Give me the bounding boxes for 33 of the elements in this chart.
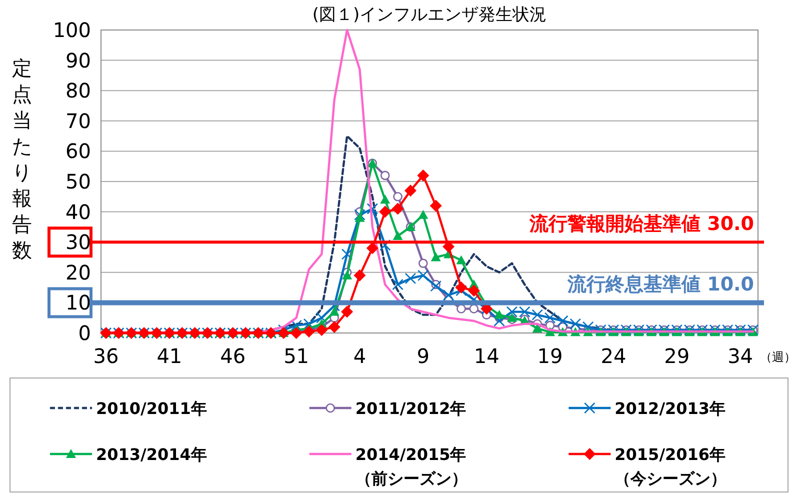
legend-label: 2014/2015年（前シーズン） xyxy=(355,445,468,488)
x-tick-label: 29 xyxy=(664,344,690,368)
y-tick-label: 50 xyxy=(66,170,91,194)
x-tick-label: 9 xyxy=(416,344,430,368)
y-tick-label: 0 xyxy=(78,321,91,345)
legend-label: 2011/2012年 xyxy=(355,399,466,418)
y-tick-label: 100 xyxy=(52,18,91,42)
legend-label: 2012/2013年 xyxy=(614,399,726,418)
legend-label: 2013/2014年 xyxy=(96,445,207,464)
y-tick-label: 80 xyxy=(66,78,91,103)
x-axis-title: （週） xyxy=(760,350,796,364)
x-tick-label: 34 xyxy=(728,344,754,368)
x-tick-label: 4 xyxy=(353,344,366,368)
ref-line-label: 流行終息基準値 10.0 xyxy=(566,274,754,296)
x-tick-label: 19 xyxy=(537,344,563,368)
ref-line-label: 流行警報開始基準値 30.0 xyxy=(528,213,754,236)
x-tick-label: 41 xyxy=(156,344,182,368)
x-tick-label: 14 xyxy=(474,344,500,368)
legend-label: 2015/2016年（今シーズン） xyxy=(614,445,727,488)
chart-title: (図１)インフルエンザ発生状況 xyxy=(312,5,547,25)
y-tick-label: 10 xyxy=(66,290,91,315)
y-tick-label: 30 xyxy=(66,230,91,254)
y-tick-label: 70 xyxy=(66,108,91,133)
x-tick-label: 51 xyxy=(284,344,310,368)
x-tick-label: 46 xyxy=(220,344,246,368)
x-tick-label: 24 xyxy=(600,344,626,368)
legend-label: 2010/2011年 xyxy=(96,399,207,418)
y-tick-label: 90 xyxy=(66,48,91,72)
y-tick-label: 40 xyxy=(66,200,91,224)
x-tick-label: 36 xyxy=(93,344,119,368)
y-axis-title: 定点当たり報告数 xyxy=(12,56,32,262)
y-tick-label: 60 xyxy=(66,139,91,164)
y-tick-label: 20 xyxy=(66,260,91,284)
